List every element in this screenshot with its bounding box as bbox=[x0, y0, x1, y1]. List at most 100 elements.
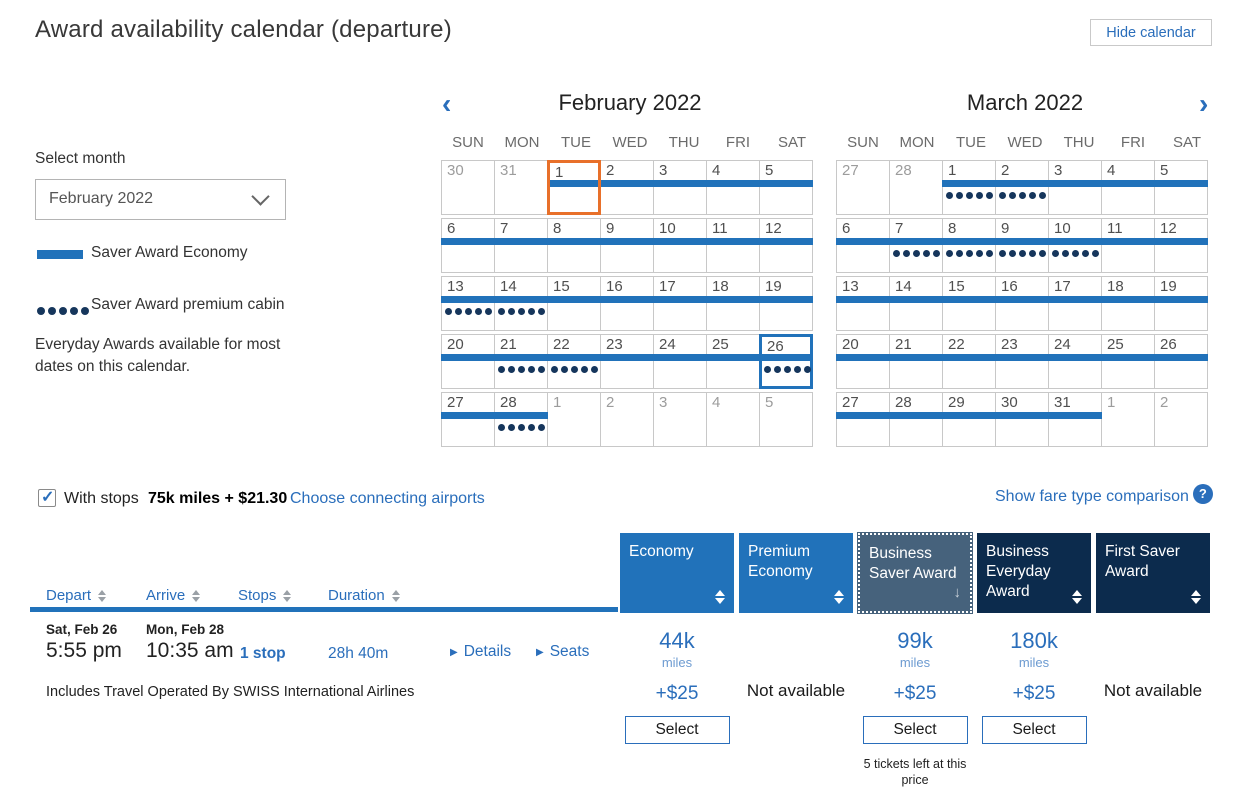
calendar-day-february-25[interactable]: 25 bbox=[706, 334, 760, 389]
calendar-day-march-11[interactable]: 11 bbox=[1101, 218, 1155, 273]
calendar-day-february-16[interactable]: 16 bbox=[600, 276, 654, 331]
details-expander[interactable]: ▶ Details bbox=[450, 643, 511, 661]
calendar-day-february-6[interactable]: 6 bbox=[441, 218, 495, 273]
saver-economy-bar bbox=[550, 180, 598, 187]
calendar-day-february-26[interactable]: 26 bbox=[759, 334, 813, 389]
fare-column-label: First Saver Award bbox=[1105, 543, 1180, 581]
calendar-day-february-22[interactable]: 22 bbox=[547, 334, 601, 389]
help-icon[interactable]: ? bbox=[1192, 484, 1213, 504]
select-button-business-saver-award[interactable]: Select bbox=[862, 716, 968, 744]
calendar-day-february-5[interactable]: 5 bbox=[759, 160, 813, 215]
calendar-day-february-11[interactable]: 11 bbox=[706, 218, 760, 273]
stops-value-link[interactable]: 1 stop bbox=[240, 645, 286, 662]
saver-economy-bar bbox=[441, 296, 495, 303]
calendar-day-march-8[interactable]: 8 bbox=[942, 218, 996, 273]
calendar-day-march-1[interactable]: 1 bbox=[942, 160, 996, 215]
day-number: 24 bbox=[1054, 336, 1071, 353]
calendar-day-february-10[interactable]: 10 bbox=[653, 218, 707, 273]
calendar-day-february-19[interactable]: 19 bbox=[759, 276, 813, 331]
calendar-day-march-10[interactable]: 10 bbox=[1048, 218, 1102, 273]
fees-value: +$25 bbox=[655, 683, 699, 704]
saver-economy-bar bbox=[759, 296, 813, 303]
calendar-day-february-12[interactable]: 12 bbox=[759, 218, 813, 273]
hide-calendar-button[interactable]: Hide calendar bbox=[1090, 19, 1212, 46]
fare-column-header-economy[interactable]: Economy bbox=[620, 533, 734, 613]
select-button-economy[interactable]: Select bbox=[624, 716, 730, 744]
calendar-day-march-30[interactable]: 30 bbox=[995, 392, 1049, 447]
calendar-day-march-29[interactable]: 29 bbox=[942, 392, 996, 447]
calendar-day-march-17[interactable]: 17 bbox=[1048, 276, 1102, 331]
month-select-dropdown[interactable]: February 2022 bbox=[35, 179, 286, 220]
fare-column-label: Economy bbox=[629, 543, 694, 560]
calendar-day-march-28[interactable]: 28 bbox=[889, 392, 943, 447]
calendar-day-march-31[interactable]: 31 bbox=[1048, 392, 1102, 447]
calendar-day-march-24[interactable]: 24 bbox=[1048, 334, 1102, 389]
day-number: 2 bbox=[606, 394, 615, 411]
calendar-day-march-5[interactable]: 5 bbox=[1154, 160, 1208, 215]
calendar-day-march-16[interactable]: 16 bbox=[995, 276, 1049, 331]
calendar-day-february-4[interactable]: 4 bbox=[706, 160, 760, 215]
calendar-day-march-21[interactable]: 21 bbox=[889, 334, 943, 389]
calendar-day-march-9[interactable]: 9 bbox=[995, 218, 1049, 273]
calendar-day-march-22[interactable]: 22 bbox=[942, 334, 996, 389]
calendar-day-february-18[interactable]: 18 bbox=[706, 276, 760, 331]
calendar-day-march-12[interactable]: 12 bbox=[1154, 218, 1208, 273]
calendar-day-march-18[interactable]: 18 bbox=[1101, 276, 1155, 331]
calendar-day-march-4[interactable]: 4 bbox=[1101, 160, 1155, 215]
calendar-day-february-1[interactable]: 1 bbox=[547, 160, 601, 215]
calendar-day-february-14[interactable]: 14 bbox=[494, 276, 548, 331]
sort-icon bbox=[283, 589, 292, 602]
calendar-day-february-28[interactable]: 28 bbox=[494, 392, 548, 447]
column-header-stops[interactable]: Stops bbox=[238, 587, 292, 604]
calendar-day-february-21[interactable]: 21 bbox=[494, 334, 548, 389]
calendar-day-march-3[interactable]: 3 bbox=[1048, 160, 1102, 215]
calendar-day-february-17[interactable]: 17 bbox=[653, 276, 707, 331]
fare-column-header-business-everyday-award[interactable]: Business Everyday Award bbox=[977, 533, 1091, 613]
calendar-day-february-3[interactable]: 3 bbox=[653, 160, 707, 215]
calendar-day-march-14[interactable]: 14 bbox=[889, 276, 943, 331]
calendar-day-february-8[interactable]: 8 bbox=[547, 218, 601, 273]
sort-icon bbox=[391, 589, 400, 602]
calendar-day-february-27[interactable]: 27 bbox=[441, 392, 495, 447]
fare-column-header-first-saver-award[interactable]: First Saver Award bbox=[1096, 533, 1210, 613]
sort-icon bbox=[98, 589, 107, 602]
calendar-day-march-19[interactable]: 19 bbox=[1154, 276, 1208, 331]
calendar-day-february-20[interactable]: 20 bbox=[441, 334, 495, 389]
seats-expander[interactable]: ▶ Seats bbox=[536, 643, 589, 661]
calendar-day-march-7[interactable]: 7 bbox=[889, 218, 943, 273]
column-header-duration[interactable]: Duration bbox=[328, 587, 400, 604]
calendar-week-row: 27 28 1 2 3 4 5 bbox=[836, 160, 1214, 215]
calendar-day-march-25[interactable]: 25 bbox=[1101, 334, 1155, 389]
previous-month-icon[interactable]: ‹ bbox=[442, 88, 452, 119]
with-stops-checkbox[interactable]: ✓ bbox=[38, 489, 56, 507]
calendar-day-march-26[interactable]: 26 bbox=[1154, 334, 1208, 389]
saver-economy-bar bbox=[1154, 180, 1208, 187]
calendar-day-february-24[interactable]: 24 bbox=[653, 334, 707, 389]
column-header-depart[interactable]: Depart bbox=[46, 587, 107, 604]
calendar-day-february-23[interactable]: 23 bbox=[600, 334, 654, 389]
calendar-day-march-27[interactable]: 27 bbox=[836, 392, 890, 447]
calendar-day-march-23[interactable]: 23 bbox=[995, 334, 1049, 389]
select-button-business-everyday-award[interactable]: Select bbox=[981, 716, 1087, 744]
column-header-arrive[interactable]: Arrive bbox=[146, 587, 201, 604]
calendar-day-march-13[interactable]: 13 bbox=[836, 276, 890, 331]
calendar-day-february-15[interactable]: 15 bbox=[547, 276, 601, 331]
calendar-day-march-15[interactable]: 15 bbox=[942, 276, 996, 331]
fare-column-header-business-saver-award[interactable]: Business Saver Award ↓ bbox=[857, 532, 973, 614]
calendar-day-february-13[interactable]: 13 bbox=[441, 276, 495, 331]
calendar-day-february-2[interactable]: 2 bbox=[600, 160, 654, 215]
calendar-day-february-7[interactable]: 7 bbox=[494, 218, 548, 273]
not-available-label: Not available bbox=[1103, 681, 1203, 700]
fare-column-header-premium-economy[interactable]: Premium Economy bbox=[739, 533, 853, 613]
next-month-icon[interactable]: › bbox=[1199, 88, 1209, 119]
saver-premium-dots bbox=[498, 424, 545, 431]
show-fare-type-comparison-link[interactable]: Show fare type comparison ? bbox=[995, 484, 1213, 506]
saver-premium-dots bbox=[999, 250, 1046, 257]
fare-comparison-label: Show fare type comparison bbox=[995, 488, 1189, 505]
calendar-day-march-20[interactable]: 20 bbox=[836, 334, 890, 389]
calendar-day-february-9[interactable]: 9 bbox=[600, 218, 654, 273]
calendar-day-march-6[interactable]: 6 bbox=[836, 218, 890, 273]
calendar-day-march-2[interactable]: 2 bbox=[995, 160, 1049, 215]
saver-economy-bar bbox=[1101, 180, 1155, 187]
choose-connecting-airports-link[interactable]: Choose connecting airports bbox=[290, 490, 485, 507]
